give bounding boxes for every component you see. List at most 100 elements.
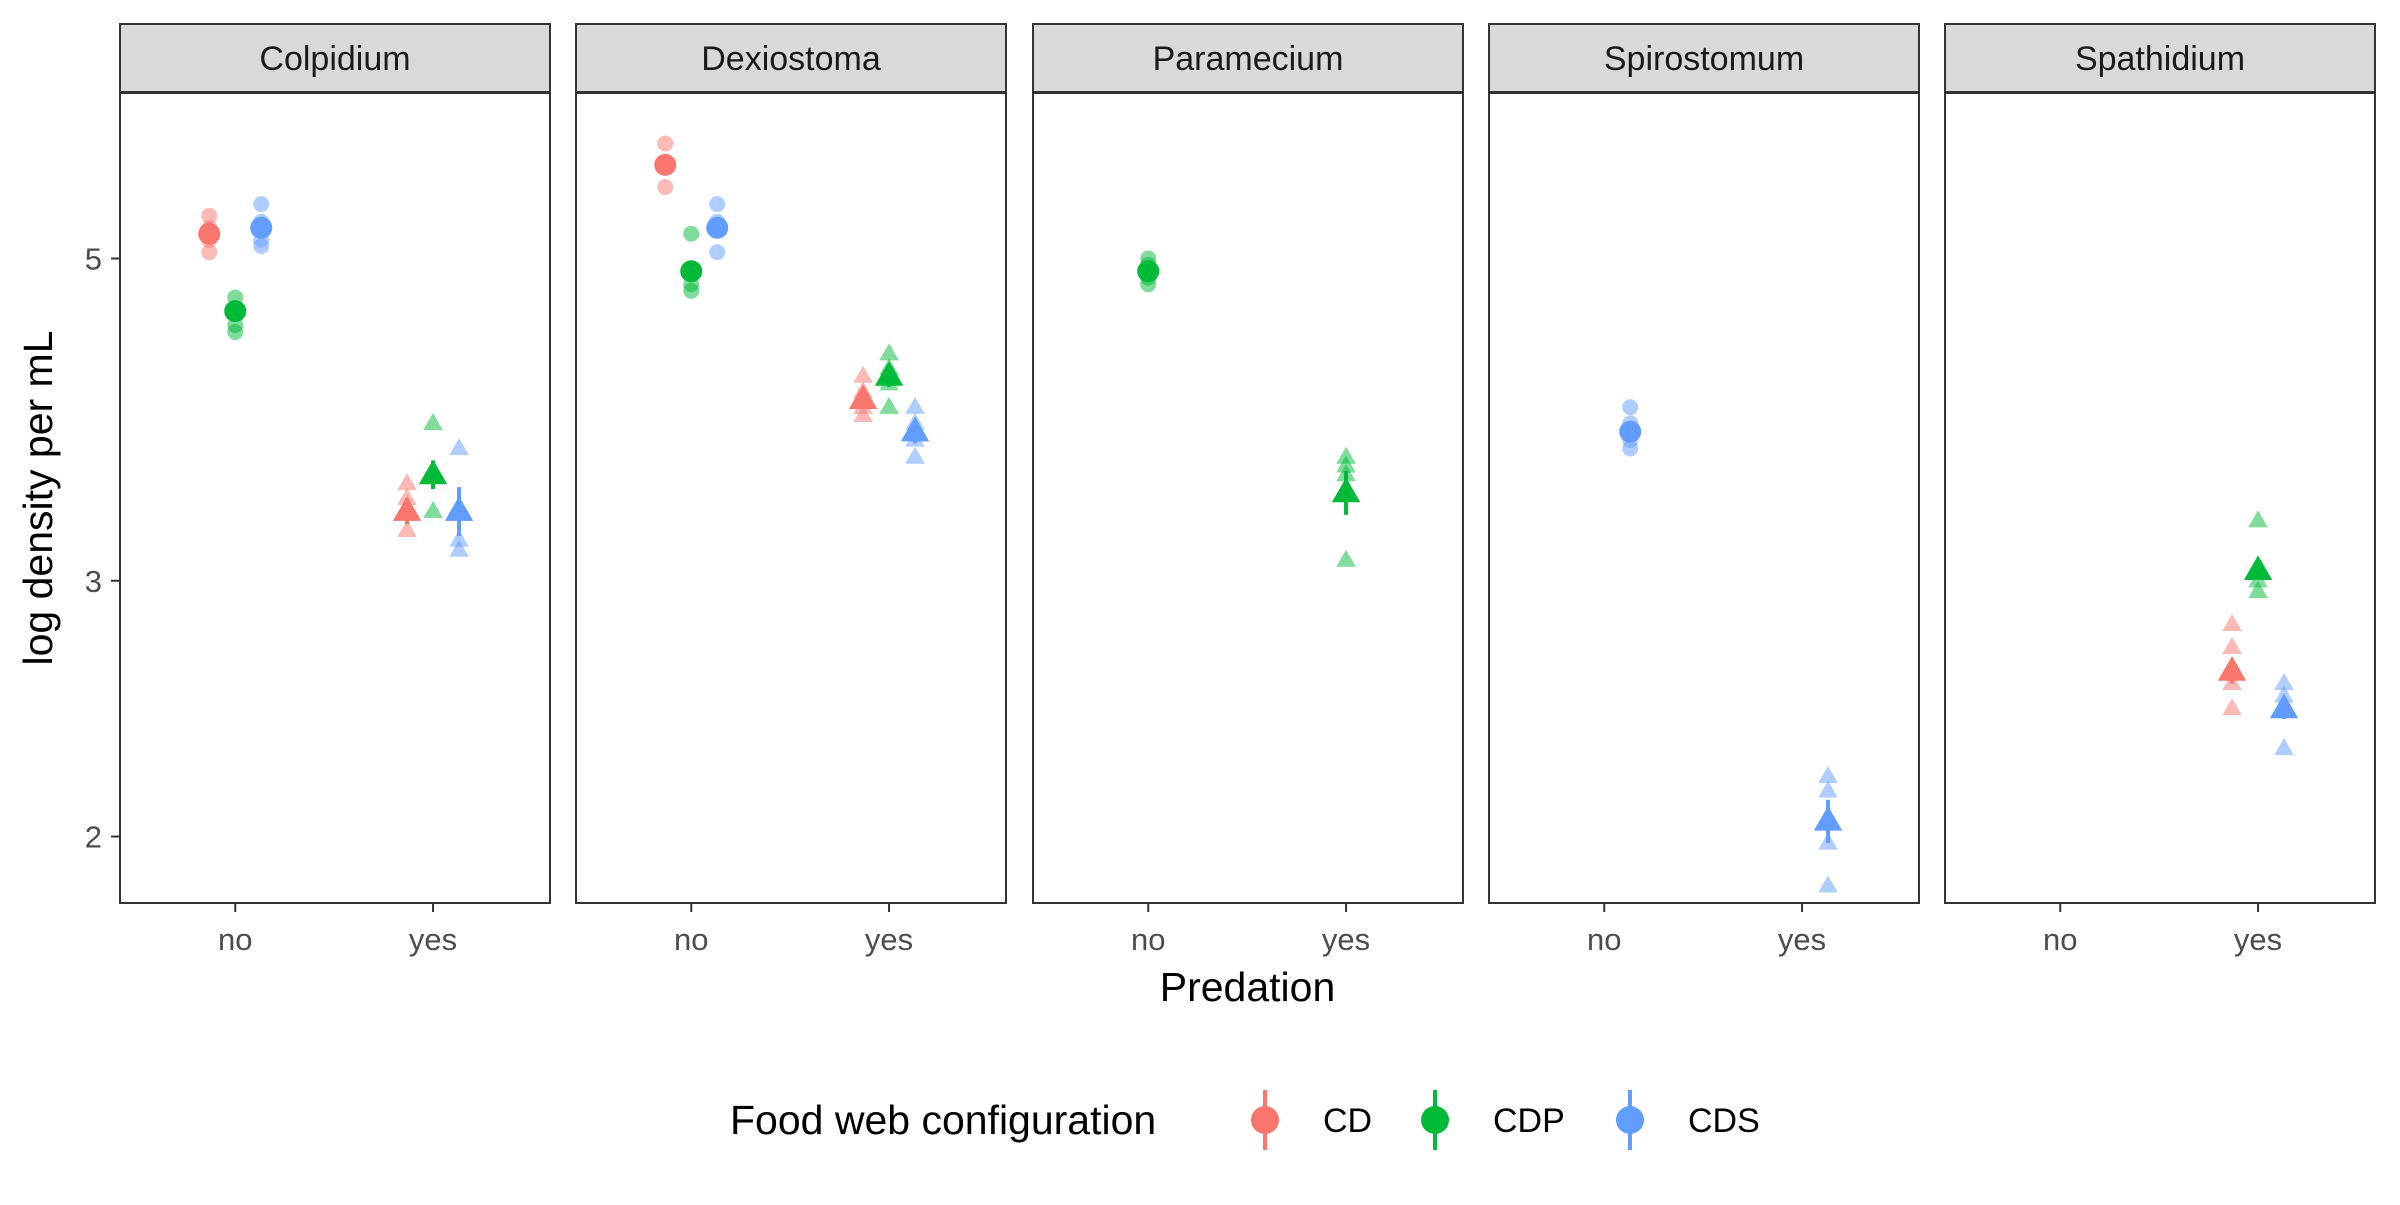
panel-title: Colpidium (259, 40, 410, 78)
panel-paramecium: Paramecium no yes (1032, 23, 1464, 957)
panel-strip (575, 23, 1007, 93)
x-tick-label: yes (865, 922, 913, 957)
y-axis-title: log density per mL (15, 330, 61, 665)
group-no-cds (1619, 399, 1642, 457)
raw-point (2248, 581, 2268, 599)
raw-point (397, 519, 417, 537)
legend-label: CDP (1493, 1102, 1565, 1140)
group-yes-cdp (1331, 446, 1361, 567)
raw-point (201, 207, 218, 224)
group-yes-cdp (2243, 510, 2273, 599)
raw-point (709, 244, 726, 261)
raw-point (2222, 698, 2242, 716)
mean-point (392, 496, 422, 521)
group-no-cds (250, 196, 273, 255)
legend-label: CD (1323, 1102, 1372, 1140)
raw-point (2222, 613, 2242, 632)
x-tick-label: yes (409, 922, 457, 957)
y-tick-label: 2 (85, 820, 102, 855)
raw-point (1622, 440, 1639, 457)
raw-point (449, 539, 469, 557)
x-tick-label: no (1587, 922, 1621, 957)
mean-point (1813, 806, 1843, 831)
group-no-cdp (224, 289, 247, 341)
mean-point (900, 416, 930, 442)
raw-point (709, 196, 726, 213)
raw-point (253, 196, 270, 213)
raw-point (1818, 875, 1838, 893)
mean-point (654, 153, 677, 176)
axes: 2 3 5 Predation log density per mL (15, 242, 1335, 1010)
raw-point (423, 413, 443, 431)
raw-point (397, 473, 417, 491)
raw-point (449, 438, 469, 456)
panel-plot-area (119, 92, 551, 904)
panel-title: Spirostomum (1604, 40, 1804, 78)
x-tick-label: yes (1322, 922, 1370, 957)
mean-point (224, 300, 247, 323)
group-yes-cds (444, 438, 474, 557)
raw-point (423, 500, 443, 518)
x-axis-title: Predation (1160, 964, 1336, 1010)
x-tick-label: no (1131, 922, 1165, 957)
panel-strip (1032, 23, 1464, 93)
panel-marks (198, 196, 474, 557)
legend-entry-cd: CD (1251, 1090, 1372, 1150)
raw-point (253, 238, 270, 255)
raw-point (905, 446, 925, 464)
panel-strip (1944, 23, 2376, 93)
group-yes-cd (2217, 613, 2247, 716)
panel-plot-area (1944, 92, 2376, 904)
panel-marks (1137, 250, 1361, 567)
panel-title: Spathidium (2075, 40, 2245, 78)
x-tick-label: no (218, 922, 252, 957)
legend-title: Food web configuration (730, 1097, 1156, 1143)
mean-point (1137, 260, 1160, 283)
raw-point (2222, 636, 2242, 654)
raw-point (905, 396, 925, 414)
raw-point (2248, 510, 2268, 528)
raw-point (1622, 399, 1639, 416)
raw-point (853, 365, 873, 383)
panel-colpidium: Colpidium no yes (119, 23, 551, 957)
panel-dexiostoma: Dexiostoma no yes (575, 23, 1007, 957)
group-no-cds (706, 196, 729, 261)
group-no-cdp (680, 225, 703, 299)
panel-strip (119, 23, 551, 93)
mean-point (418, 459, 448, 485)
group-no-cd (198, 207, 221, 261)
panel-plot-area (575, 92, 1007, 904)
mean-point (848, 384, 878, 409)
raw-point (227, 324, 244, 341)
legend-entry-cds: CDS (1616, 1090, 1760, 1150)
legend-key-point (1251, 1106, 1279, 1134)
group-yes-cds (2269, 672, 2299, 756)
panel-marks (2217, 510, 2299, 756)
mean-point (874, 361, 904, 386)
panels: Colpidium no yes Dexiostoma no yes Paramecium n… (119, 23, 2376, 957)
raw-point (683, 282, 700, 299)
group-yes-cdp (874, 343, 904, 414)
raw-point (201, 244, 218, 261)
panel-title: Paramecium (1153, 40, 1344, 78)
panel-marks (1619, 399, 1843, 893)
panel-spirostomum: Spirostomum no yes (1488, 23, 1920, 957)
x-tick-label: no (674, 922, 708, 957)
raw-point (1818, 780, 1838, 798)
group-yes-cds (900, 396, 930, 464)
raw-point (879, 343, 899, 361)
x-tick-label: yes (1778, 922, 1826, 957)
group-yes-cds (1813, 766, 1843, 893)
raw-point (657, 179, 674, 196)
raw-point (683, 225, 700, 242)
legend-label: CDS (1688, 1102, 1760, 1140)
raw-point (1818, 766, 1838, 784)
raw-point (1336, 446, 1356, 464)
x-tick-label: yes (2234, 922, 2282, 957)
panel-marks (654, 135, 930, 464)
raw-point (879, 396, 899, 414)
panel-title: Dexiostoma (701, 40, 881, 78)
panel-spathidium: Spathidium no yes (1944, 23, 2376, 957)
